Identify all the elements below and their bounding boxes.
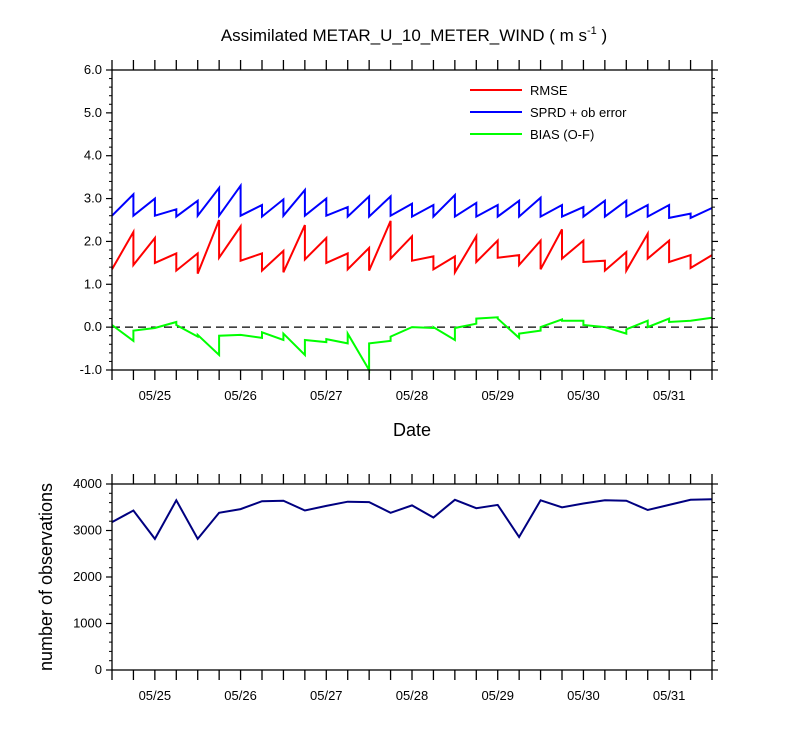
y-tick-label: 5.0: [84, 105, 102, 120]
series-line-bias-o-f: [111, 316, 713, 374]
series-line-number-of-observations: [111, 498, 713, 541]
y-tick-label: 4000: [73, 476, 102, 491]
x-axis-label: Date: [393, 420, 431, 440]
y-tick-label: 0.0: [84, 319, 102, 334]
y-tick-label: 0: [95, 662, 102, 677]
x-tick-label: 05/26: [224, 688, 257, 703]
x-tick-label: 05/30: [567, 688, 600, 703]
plot-frame: [111, 483, 713, 671]
y-tick-label: -1.0: [80, 362, 102, 377]
y-tick-label: 6.0: [84, 62, 102, 77]
x-tick-label: 05/31: [653, 388, 686, 403]
legend-label-sprd-ob-error: SPRD + ob error: [530, 105, 627, 120]
y-tick-label: 1.0: [84, 276, 102, 291]
y-tick-label: 3.0: [84, 191, 102, 206]
wind-statistics-plot: -1.0 0.0 1.0 2.0 3.0 4.0 5.0 6.0 05/25 05/26 05/27…: [80, 60, 718, 403]
legend: RMSE SPRD + ob error BIAS (O-F): [470, 83, 627, 142]
legend-label-bias-o-f: BIAS (O-F): [530, 127, 594, 142]
x-tick-label: 05/29: [481, 388, 514, 403]
legend-label-rmse: RMSE: [530, 83, 568, 98]
series-line-sprd-ob-error: [111, 182, 713, 220]
x-tick-label: 05/27: [310, 388, 343, 403]
x-tick-label: 05/26: [224, 388, 257, 403]
y-tick-label: 3000: [73, 523, 102, 538]
series-line-rmse: [111, 219, 713, 276]
x-tick-label: 05/27: [310, 688, 343, 703]
x-tick-label: 05/28: [396, 688, 429, 703]
y-axis-label-observations: number of observations: [36, 483, 56, 671]
observation-count-plot: 0 1000 2000 3000 4000 05/25 05/26 05/27 05/28 05/…: [73, 474, 718, 703]
x-tick-label: 05/25: [139, 388, 172, 403]
y-tick-label: 1000: [73, 616, 102, 631]
x-tick-label: 05/28: [396, 388, 429, 403]
y-tick-label: 2.0: [84, 233, 102, 248]
x-tick-label: 05/25: [139, 688, 172, 703]
chart-title: Assimilated METAR_U_10_METER_WIND ( m s-…: [221, 25, 607, 45]
x-tick-label: 05/30: [567, 388, 600, 403]
y-tick-label: 2000: [73, 569, 102, 584]
y-tick-label: 4.0: [84, 148, 102, 163]
x-tick-label: 05/31: [653, 688, 686, 703]
x-tick-label: 05/29: [481, 688, 514, 703]
title-units-exponent: -1: [587, 25, 597, 37]
title-units-close: ): [597, 26, 607, 45]
